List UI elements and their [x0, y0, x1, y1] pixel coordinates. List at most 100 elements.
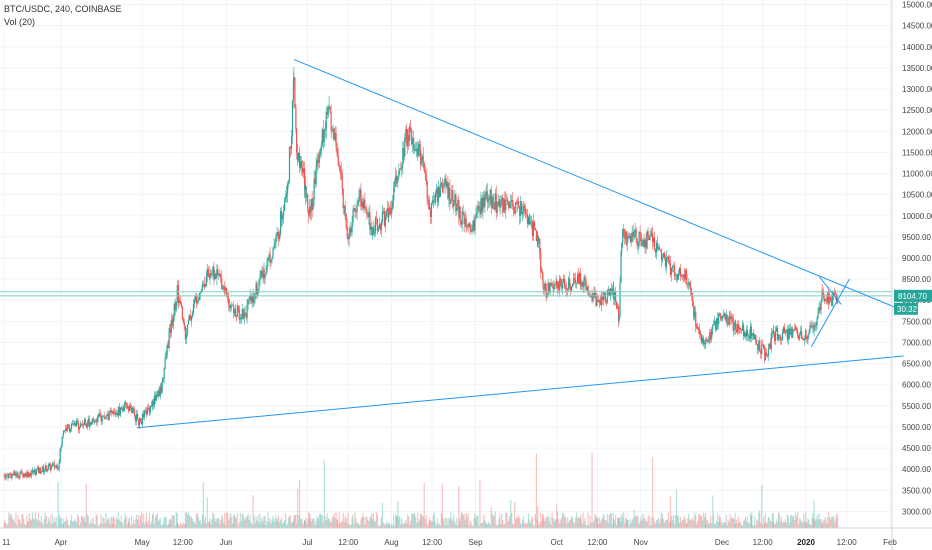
volume-bar	[58, 514, 60, 528]
candle-body	[520, 201, 523, 215]
candle-body	[754, 334, 756, 340]
candle-body	[146, 407, 149, 415]
candle-body	[144, 410, 147, 412]
candle-body	[301, 167, 304, 173]
volume-bar	[65, 517, 68, 528]
volume-bar	[552, 517, 554, 528]
volume-bar	[34, 512, 36, 528]
volume-bar	[227, 512, 229, 528]
candle-body	[357, 201, 359, 205]
volume-bar	[513, 524, 515, 528]
candle-body	[304, 185, 306, 190]
volume-bar	[148, 513, 151, 528]
candle-body	[474, 217, 476, 231]
volume-bar	[155, 515, 157, 528]
volume-bar	[775, 519, 778, 528]
volume-bar	[750, 515, 753, 528]
candle-body	[798, 336, 800, 340]
candle-body	[531, 221, 534, 236]
volume-bar	[301, 522, 304, 528]
volume-bar	[485, 522, 487, 528]
volume-bar	[625, 517, 627, 528]
candle-body	[422, 156, 424, 163]
volume-bar	[452, 521, 454, 528]
candle-body	[530, 221, 533, 223]
volume-bar	[616, 524, 618, 528]
candle-body	[40, 471, 42, 474]
candle-body	[124, 402, 126, 404]
candle-body	[658, 247, 661, 250]
volume-bar	[592, 522, 594, 528]
y-tick-label: 12500.00	[902, 106, 932, 115]
volume-bar	[161, 524, 163, 528]
volume-bar	[302, 524, 305, 528]
candle-body	[795, 327, 797, 330]
candle-body	[813, 325, 815, 332]
volume-bar	[72, 520, 75, 528]
candle-body	[650, 233, 653, 236]
candle-body	[441, 182, 443, 187]
candle-body	[176, 285, 179, 289]
volume-bar	[786, 514, 789, 528]
candle-body	[735, 329, 738, 333]
candle-body	[120, 407, 122, 410]
volume-bar	[555, 519, 557, 528]
volume-bar	[232, 523, 234, 528]
candle-body	[249, 295, 251, 299]
volume-bar	[738, 522, 741, 528]
candle-body	[676, 274, 679, 280]
candle-body	[651, 233, 654, 243]
volume-bar	[309, 513, 311, 528]
volume-bar	[484, 520, 486, 528]
volume-bar	[223, 522, 225, 528]
candle-body	[491, 196, 493, 208]
candle-body	[659, 249, 662, 251]
volume-bar	[277, 518, 279, 528]
candle-body	[82, 424, 85, 426]
candle-body	[271, 256, 273, 260]
candle-body	[452, 190, 454, 207]
volume-bar	[771, 513, 773, 528]
volume-bar	[659, 518, 662, 528]
volume-bar	[820, 519, 822, 528]
candle-body	[340, 171, 342, 175]
volume-bar	[577, 517, 580, 528]
candle-body	[217, 269, 219, 276]
candle-body	[143, 410, 146, 418]
volume-bar	[105, 512, 107, 528]
candle-body	[356, 204, 358, 212]
volume-bar	[268, 522, 270, 528]
candle-body	[392, 200, 394, 208]
volume-bar	[371, 513, 373, 528]
volume-bar	[694, 512, 696, 528]
y-tick-label: 13000.00	[902, 85, 932, 94]
volume-bar	[776, 522, 779, 528]
volume-bar	[653, 521, 656, 528]
candle-body	[637, 245, 639, 247]
candle-body	[495, 193, 497, 213]
volume-bar	[157, 520, 159, 528]
candle-body	[626, 236, 628, 245]
volume-bar	[184, 512, 186, 528]
candle-body	[548, 282, 550, 292]
volume-bar	[523, 523, 526, 528]
volume-bar	[293, 515, 295, 528]
candle-body	[224, 286, 226, 294]
x-tick-label: 11	[2, 538, 11, 547]
candle-body	[521, 212, 524, 215]
candle-body	[427, 199, 429, 202]
candle-body	[191, 312, 194, 317]
candle-body	[647, 231, 649, 237]
volume-bar	[315, 521, 317, 528]
candle-body	[734, 320, 737, 330]
candle-body	[240, 317, 242, 320]
candle-body	[167, 345, 169, 348]
candle-body	[177, 285, 180, 303]
volume-bar	[626, 520, 628, 528]
volume-bar	[585, 525, 587, 528]
trendlines	[0, 59, 904, 429]
candle-body	[180, 303, 182, 307]
volume-bar	[516, 517, 518, 528]
candle-body	[43, 470, 45, 473]
